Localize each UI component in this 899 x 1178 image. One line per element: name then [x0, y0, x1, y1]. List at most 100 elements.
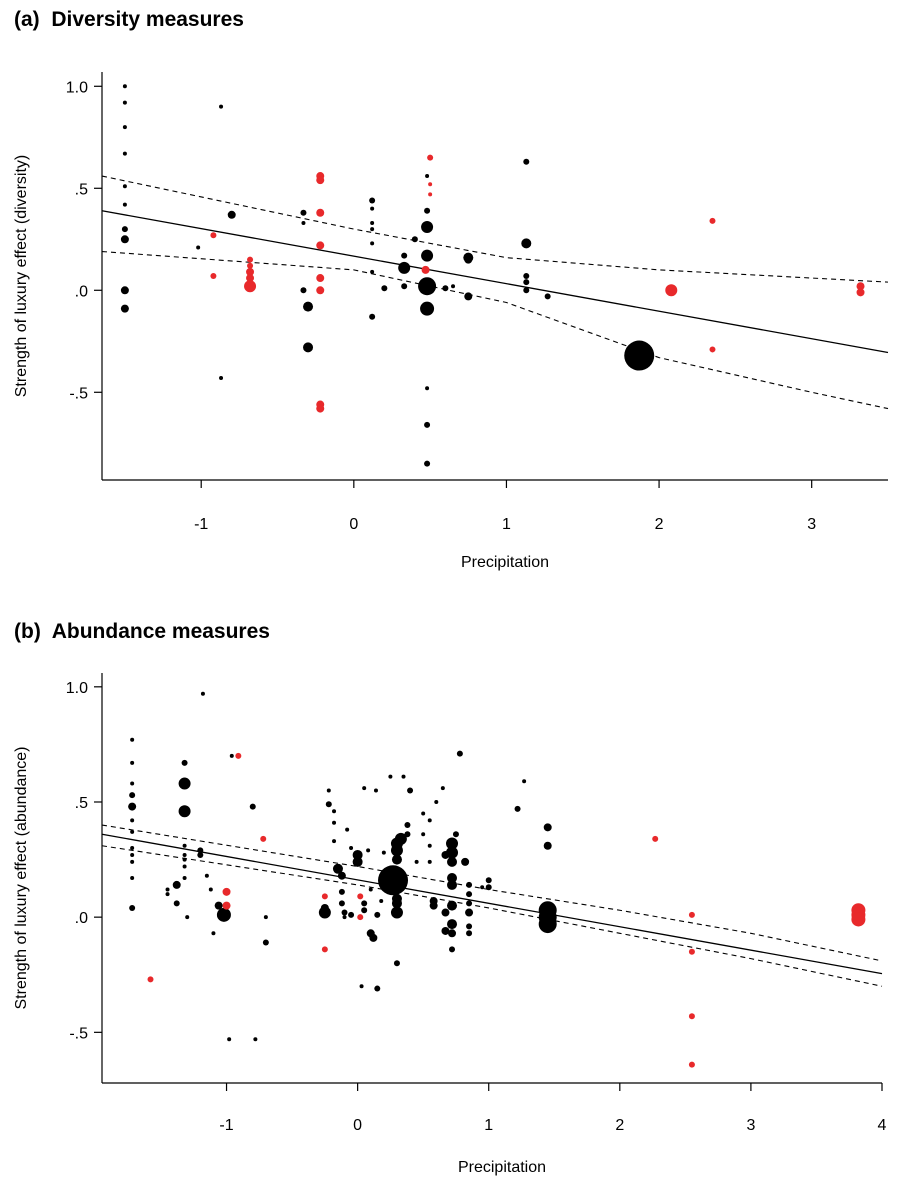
- panel-b-point: [391, 854, 402, 865]
- panel-b-point: [130, 829, 135, 834]
- panel-b-point: [448, 929, 457, 938]
- panel-a-point: [247, 262, 254, 269]
- panel-b-x-tick-label: -1: [219, 1117, 233, 1134]
- panel-a-point: [300, 209, 307, 216]
- panel-a-point: [523, 158, 530, 165]
- panel-a-point: [418, 277, 437, 296]
- panel-a-y-tick-label: 1.0: [66, 79, 88, 96]
- panel-a-point: [370, 227, 375, 232]
- panel-a-point: [122, 125, 127, 130]
- panel-b-point: [208, 887, 213, 892]
- panel-b-x-tick-label: 4: [878, 1117, 887, 1134]
- panel-a-point: [424, 207, 431, 214]
- panel-b-point: [197, 851, 204, 858]
- panel-a-x-tick-label: 0: [349, 516, 358, 533]
- panel-a-point: [451, 284, 456, 289]
- panel-b-point: [401, 774, 406, 779]
- panel-b-point: [325, 801, 332, 808]
- panel-b-point: [429, 901, 438, 910]
- panel-a-point: [398, 261, 411, 274]
- panel-a-x-tick-label: 3: [807, 516, 816, 533]
- panel-b-point: [688, 911, 695, 918]
- panel-b-point: [332, 839, 337, 844]
- panel-b-point: [441, 908, 450, 917]
- panel-b-point: [182, 876, 187, 880]
- panel-b-point: [182, 857, 187, 862]
- panel-b-point: [352, 856, 363, 867]
- panel-b-point: [129, 904, 136, 911]
- panel-b-point: [320, 903, 329, 912]
- panel-b-point: [337, 871, 346, 880]
- panel-b-point: [129, 792, 136, 799]
- panel-b-point: [147, 976, 154, 983]
- panel-a-point: [370, 206, 375, 211]
- panel-b-point: [688, 948, 695, 955]
- panel-b-y-tick-label: .0: [75, 910, 88, 927]
- panel-a-point: [120, 235, 129, 244]
- panel-b-point: [332, 809, 337, 814]
- panel-b-point: [427, 843, 432, 848]
- panel-b-point: [427, 818, 432, 823]
- panel-a-point: [247, 256, 254, 263]
- panel-a-point: [316, 286, 325, 295]
- panel-a-point: [121, 226, 128, 233]
- panel-b-point: [229, 753, 234, 758]
- panel-b-point: [447, 856, 458, 867]
- panel-a-point: [427, 154, 434, 161]
- panel-b-point: [466, 900, 473, 907]
- panel-b-point: [373, 788, 378, 793]
- panel-b-point: [688, 1013, 695, 1020]
- panel-a-point: [464, 255, 473, 264]
- panel-a-point: [523, 273, 530, 279]
- panel-a-point: [523, 287, 530, 294]
- panel-a-point: [421, 265, 430, 274]
- panel-b-point: [235, 752, 242, 759]
- panel-a-point: [370, 269, 375, 274]
- panel-b-point: [321, 893, 328, 900]
- panel-b-point: [447, 919, 458, 930]
- panel-a-point: [421, 249, 434, 262]
- panel-a-point: [370, 220, 375, 225]
- panel-a-point: [301, 220, 306, 225]
- panel-b-point: [321, 946, 328, 953]
- panel-b-point: [359, 984, 364, 989]
- panel-b-point: [461, 857, 470, 866]
- panel-b-point: [543, 841, 552, 850]
- panel-b-point: [253, 1037, 258, 1042]
- panel-b-point: [182, 843, 187, 848]
- panel-a-point: [428, 192, 433, 197]
- panel-b-x-tick-label: 0: [353, 1117, 362, 1134]
- panel-a-point: [425, 174, 430, 179]
- panel-b-point: [374, 985, 381, 992]
- panel-a-point: [464, 292, 473, 301]
- panel-a-point: [424, 421, 431, 428]
- panel-b-point: [345, 827, 350, 832]
- panel-a-point: [856, 282, 865, 291]
- panel-a-point: [246, 274, 255, 283]
- panel-a-x-tick-label: 2: [655, 516, 664, 533]
- panel-b-point: [249, 803, 256, 810]
- panel-b-point: [480, 885, 485, 890]
- panel-b-x-tick-label: 3: [746, 1117, 755, 1134]
- panel-a-label: (a): [14, 8, 40, 31]
- panel-b-point: [514, 805, 521, 812]
- panel-a-point: [303, 342, 314, 353]
- panel-b-point: [393, 960, 400, 967]
- panel-b-point: [361, 900, 368, 907]
- panel-b-point: [338, 888, 345, 895]
- panel-b-point: [352, 849, 363, 860]
- panel-a-point: [369, 197, 376, 204]
- panel-b-point: [449, 946, 456, 953]
- panel-b-point: [342, 915, 347, 920]
- panel-b-point: [262, 939, 269, 946]
- panel-a-point: [665, 284, 678, 297]
- panel-a-point: [411, 236, 418, 243]
- panel-b-point: [348, 911, 355, 918]
- panel-b-point: [381, 850, 386, 855]
- panel-b-ci-upper: [101, 824, 883, 962]
- panel-b-point: [332, 863, 343, 874]
- panel-a-point: [420, 301, 435, 316]
- panel-a-point: [219, 376, 224, 380]
- panel-a-point: [122, 151, 127, 156]
- panel-b-point: [173, 900, 180, 907]
